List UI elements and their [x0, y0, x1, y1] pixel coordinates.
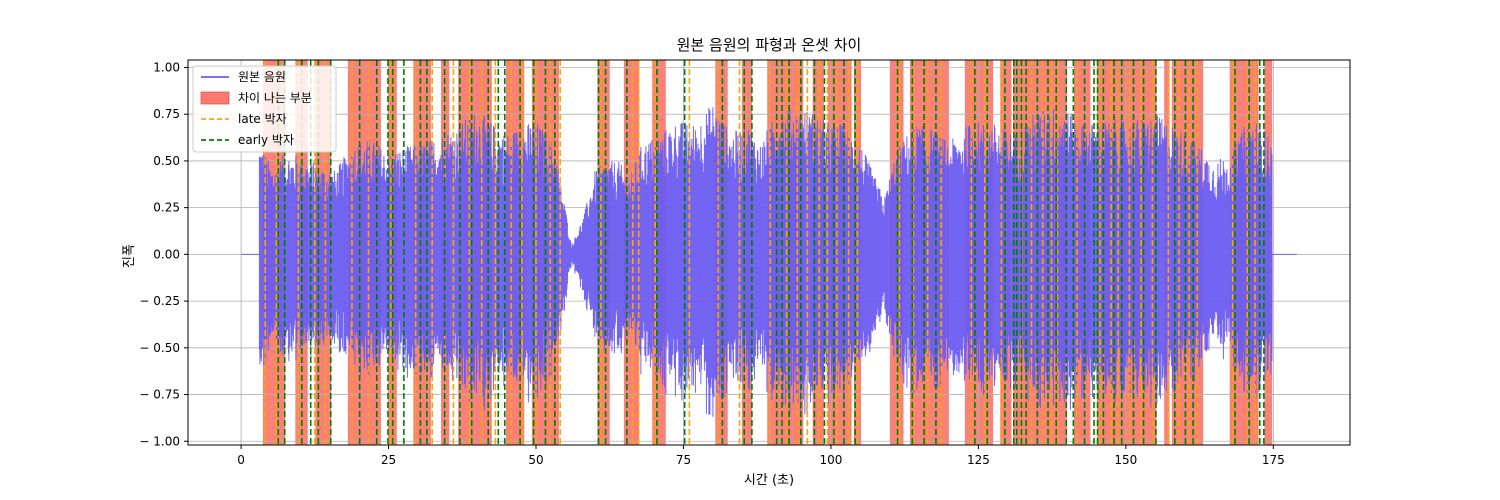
y-tick-label: − 0.50 — [139, 341, 180, 355]
legend-region-swatch — [200, 91, 230, 105]
y-tick-label: − 0.25 — [139, 294, 180, 308]
y-tick-label: 0.00 — [153, 247, 180, 261]
x-axis-label: 시간 (초) — [744, 473, 794, 488]
x-tick-label: 0 — [237, 453, 245, 467]
x-tick-label: 50 — [528, 453, 543, 467]
x-axis-ticks: 0 25 50 75 100 125 150 175 — [237, 445, 1285, 467]
y-axis-ticks: 1.00 0.75 0.50 0.25 0.00 − 0.25 − 0.50 − 0.75 − … — [139, 60, 188, 448]
axes-frame — [187, 59, 1351, 446]
axes-border — [187, 59, 1351, 446]
x-tick-label: 175 — [1262, 453, 1285, 467]
x-tick-label: 125 — [967, 453, 990, 467]
legend-box — [192, 65, 337, 153]
legend-label: early 박자 — [238, 133, 294, 147]
y-tick-label: − 0.75 — [139, 388, 180, 402]
y-tick-label: − 1.00 — [139, 434, 180, 448]
x-tick-label: 150 — [1114, 453, 1137, 467]
legend-label: 원본 음원 — [238, 70, 286, 84]
y-tick-label: 1.00 — [153, 60, 180, 74]
legend-label: 차이 나는 부분 — [238, 91, 312, 105]
y-tick-label: 0.25 — [153, 201, 180, 215]
legend-label: late 박자 — [238, 112, 287, 126]
x-tick-label: 100 — [819, 453, 842, 467]
y-tick-label: 0.75 — [153, 107, 180, 121]
x-tick-label: 75 — [676, 453, 691, 467]
y-axis-label: 진폭 — [122, 244, 137, 268]
y-tick-label: 0.50 — [153, 154, 180, 168]
chart-title: 원본 음원의 파형과 온셋 차이 — [677, 36, 862, 54]
x-tick-label: 25 — [381, 453, 396, 467]
